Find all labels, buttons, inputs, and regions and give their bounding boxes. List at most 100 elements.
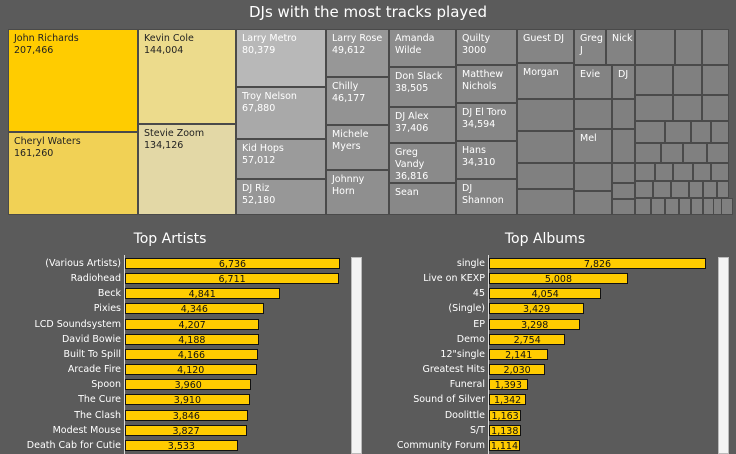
treemap-cell[interactable] bbox=[702, 29, 729, 65]
treemap-cell[interactable] bbox=[517, 99, 574, 131]
bar[interactable] bbox=[489, 333, 566, 345]
treemap-cell[interactable]: Morgan bbox=[517, 63, 574, 99]
treemap-cell[interactable] bbox=[675, 29, 702, 65]
bar[interactable] bbox=[489, 288, 602, 300]
treemap-cell[interactable] bbox=[517, 131, 574, 163]
bar[interactable] bbox=[125, 318, 260, 330]
bar[interactable] bbox=[489, 439, 520, 451]
treemap-cell[interactable] bbox=[661, 143, 683, 163]
treemap-cell[interactable] bbox=[693, 163, 711, 181]
treemap-cell[interactable] bbox=[612, 199, 635, 215]
treemap-cell[interactable] bbox=[635, 65, 673, 95]
treemap-cell[interactable] bbox=[655, 163, 673, 181]
treemap-cell[interactable] bbox=[635, 143, 661, 163]
treemap-cell[interactable] bbox=[707, 143, 729, 163]
bar[interactable] bbox=[125, 379, 252, 391]
treemap-cell[interactable] bbox=[612, 99, 635, 129]
treemap-cell[interactable]: Larry Rose 49,612 bbox=[326, 29, 389, 77]
treemap-cell[interactable]: Nick bbox=[606, 29, 635, 65]
treemap-cell[interactable] bbox=[691, 121, 711, 143]
treemap-cell[interactable]: John Richards 207,466 bbox=[8, 29, 138, 132]
treemap-cell[interactable]: Troy Nelson 67,880 bbox=[236, 87, 326, 139]
treemap-cell[interactable] bbox=[635, 198, 651, 215]
treemap-cell[interactable]: Kevin Cole 144,004 bbox=[138, 29, 236, 124]
treemap-cell[interactable] bbox=[635, 181, 653, 198]
bar[interactable] bbox=[489, 424, 521, 436]
treemap-cell[interactable] bbox=[665, 198, 679, 215]
treemap-cell[interactable]: Kid Hops 57,012 bbox=[236, 139, 326, 179]
treemap-cell[interactable] bbox=[635, 163, 655, 181]
treemap-cell[interactable]: Hans 34,310 bbox=[456, 141, 517, 179]
bar[interactable] bbox=[489, 318, 581, 330]
bar[interactable] bbox=[125, 273, 340, 285]
bar[interactable] bbox=[125, 348, 258, 360]
bar[interactable] bbox=[489, 394, 527, 406]
treemap-cell[interactable] bbox=[703, 181, 717, 198]
treemap-cell[interactable] bbox=[689, 181, 703, 198]
treemap-cell[interactable]: Cheryl Waters 161,260 bbox=[8, 132, 138, 215]
treemap-cell[interactable] bbox=[517, 163, 574, 189]
treemap-cell[interactable] bbox=[612, 183, 635, 199]
albums-scrollbar[interactable] bbox=[718, 257, 729, 454]
treemap-cell[interactable] bbox=[691, 198, 703, 215]
treemap-cell[interactable] bbox=[702, 95, 729, 121]
treemap-cell[interactable] bbox=[711, 163, 729, 181]
bar[interactable] bbox=[125, 364, 257, 376]
treemap-cell[interactable]: Sean bbox=[389, 183, 456, 215]
treemap-cell[interactable]: Larry Metro 80,379 bbox=[236, 29, 326, 87]
treemap-cell[interactable] bbox=[574, 191, 612, 215]
bar[interactable] bbox=[489, 303, 585, 315]
bar[interactable] bbox=[489, 348, 549, 360]
bar[interactable] bbox=[489, 379, 528, 391]
treemap-cell[interactable]: DJ bbox=[612, 65, 635, 99]
treemap-cell[interactable]: Matthew Nichols bbox=[456, 65, 517, 103]
treemap-cell[interactable] bbox=[651, 198, 665, 215]
treemap-cell[interactable] bbox=[612, 129, 635, 163]
treemap-cell[interactable] bbox=[679, 198, 691, 215]
bar[interactable] bbox=[125, 303, 264, 315]
treemap-cell[interactable]: Mel bbox=[574, 129, 612, 163]
bar[interactable] bbox=[125, 439, 238, 451]
bar[interactable] bbox=[125, 288, 280, 300]
treemap-cell[interactable] bbox=[635, 121, 665, 143]
bar[interactable] bbox=[125, 424, 248, 436]
treemap-cell[interactable]: Greg J bbox=[574, 29, 606, 65]
treemap-cell[interactable] bbox=[574, 163, 612, 191]
treemap-cell[interactable]: DJ El Toro 34,594 bbox=[456, 103, 517, 141]
bar[interactable] bbox=[125, 333, 259, 345]
treemap-cell[interactable] bbox=[683, 143, 707, 163]
treemap-cell[interactable] bbox=[673, 65, 702, 95]
bar[interactable] bbox=[125, 258, 340, 269]
bar[interactable] bbox=[125, 409, 248, 421]
treemap-cell[interactable] bbox=[673, 163, 693, 181]
treemap-cell[interactable]: DJ Alex 37,406 bbox=[389, 107, 456, 143]
treemap-cell[interactable]: Amanda Wilde bbox=[389, 29, 456, 67]
treemap-cell[interactable] bbox=[711, 121, 729, 143]
treemap-cell[interactable] bbox=[574, 99, 612, 129]
treemap-cell[interactable]: DJ Riz 52,180 bbox=[236, 179, 326, 215]
treemap-cell[interactable] bbox=[517, 189, 574, 215]
artists-scrollbar[interactable] bbox=[351, 257, 362, 454]
treemap-cell[interactable]: Greg Vandy 36,816 bbox=[389, 143, 456, 183]
bar[interactable] bbox=[489, 273, 628, 285]
treemap-cell[interactable]: Michele Myers bbox=[326, 125, 389, 170]
treemap-cell[interactable]: Stevie Zoom 134,126 bbox=[138, 124, 236, 215]
treemap-cell[interactable] bbox=[665, 121, 691, 143]
treemap-cell[interactable]: Johnny Horn bbox=[326, 170, 389, 215]
treemap-cell[interactable] bbox=[612, 163, 635, 183]
treemap-cell[interactable] bbox=[635, 29, 675, 65]
treemap-cell[interactable]: DJ Shannon bbox=[456, 179, 517, 215]
treemap-cell[interactable] bbox=[671, 181, 689, 198]
treemap-cell[interactable]: Evie bbox=[574, 65, 612, 99]
treemap-cell[interactable] bbox=[702, 65, 729, 95]
bar[interactable] bbox=[489, 258, 706, 269]
treemap-cell[interactable]: Guest DJ bbox=[517, 29, 574, 63]
bar[interactable] bbox=[489, 409, 522, 421]
treemap-cell[interactable] bbox=[635, 95, 673, 121]
bar[interactable] bbox=[489, 364, 546, 376]
treemap-cell[interactable]: Quilty 3000 bbox=[456, 29, 517, 65]
bar[interactable] bbox=[125, 394, 250, 406]
treemap-cell[interactable] bbox=[721, 198, 733, 215]
treemap-cell[interactable] bbox=[717, 181, 729, 198]
treemap-cell[interactable]: Chilly 46,177 bbox=[326, 77, 389, 125]
